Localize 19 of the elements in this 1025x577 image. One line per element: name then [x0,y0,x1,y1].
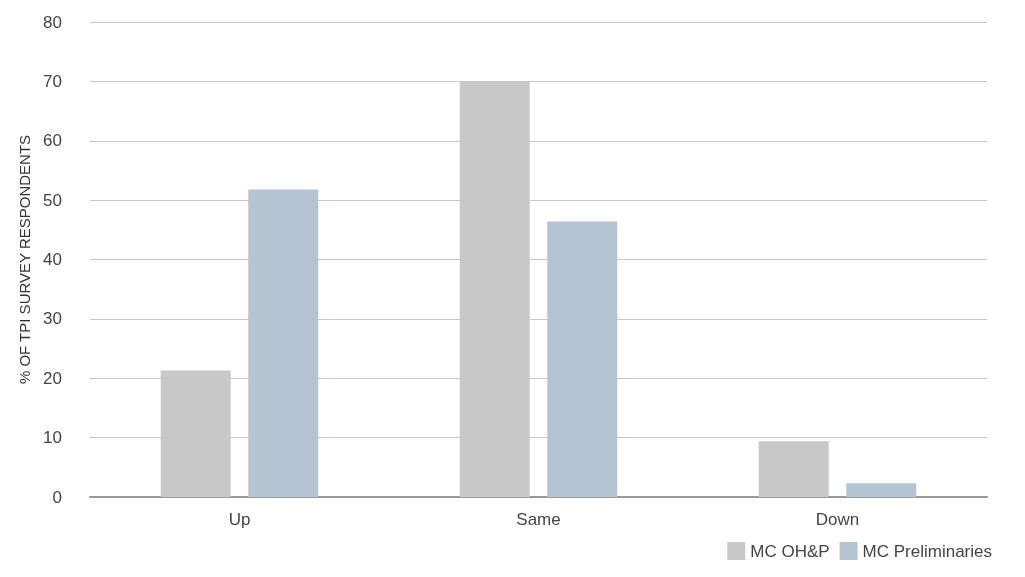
x-tick-label: Up [228,510,251,529]
y-tick-label: 40 [43,250,62,269]
bar [846,483,917,497]
y-tick-label: 0 [52,487,62,507]
legend-label: MC Preliminaries [862,541,993,561]
y-axis-title: % OF TPI SURVEY RESPONDENTS [16,134,34,385]
x-tick-label: Down [815,510,860,529]
bar [248,189,319,497]
y-tick-label: 10 [43,428,62,448]
y-tick-label: 70 [43,71,62,91]
y-tick-label: 80 [43,12,62,32]
y-tick-label: 60 [43,131,62,151]
y-tick-label: 50 [43,190,62,210]
bar [758,441,829,497]
y-tick-label: 20 [43,368,62,388]
x-tick-label: Same [516,510,561,529]
y-tick-label: 30 [43,309,62,329]
legend-label: MC OH&P [750,541,830,561]
bar [547,221,618,497]
